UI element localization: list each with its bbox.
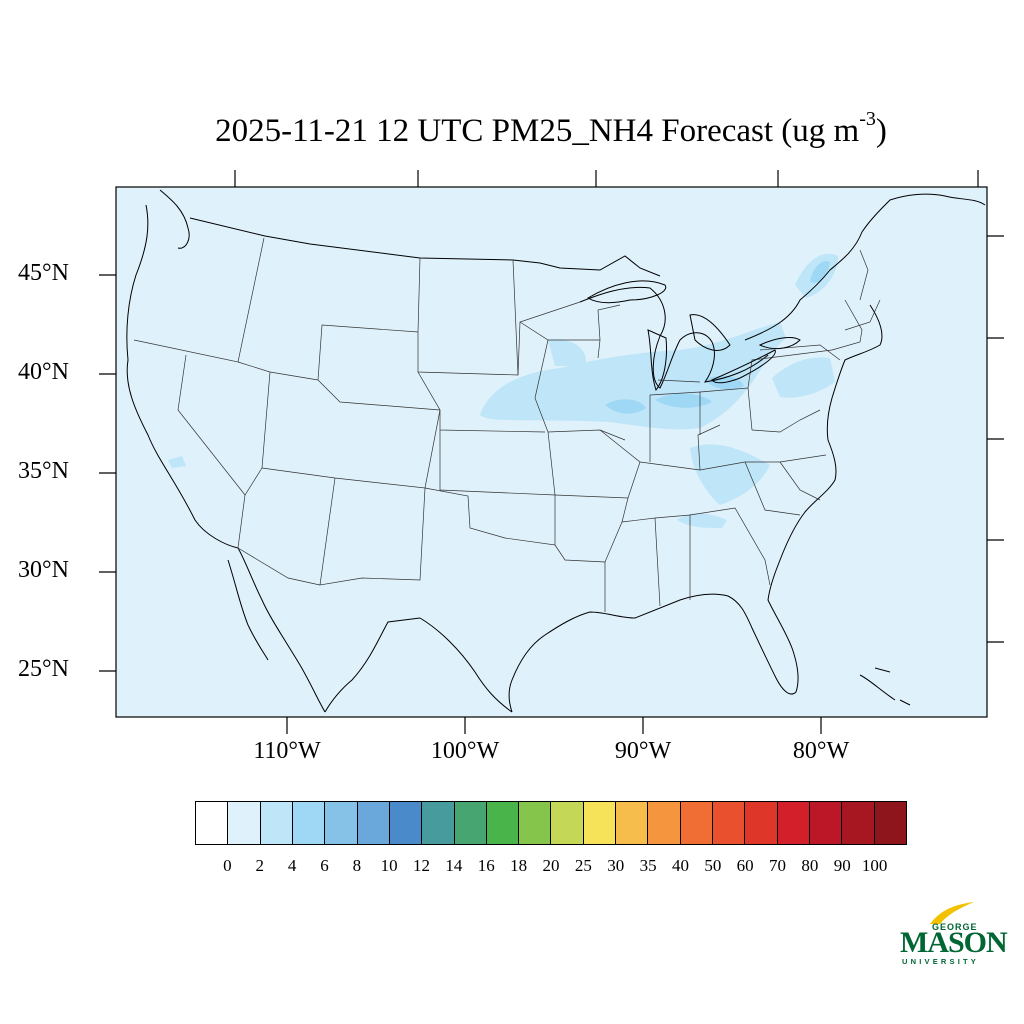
lat-label-45n: 45°N (18, 260, 69, 286)
lon-label-80w: 80°W (792, 738, 850, 764)
colorbar-label: 40 (671, 856, 689, 875)
lon-label-100w: 100°W (430, 738, 500, 764)
map-title: 2025-11-21 12 UTC PM25_NH4 Forecast (ug … (215, 108, 887, 149)
colorbar-label: 16 (477, 856, 495, 875)
colorbar-label: 50 (704, 856, 722, 875)
colorbar-swatch (422, 802, 455, 844)
colorbar-swatch (648, 802, 681, 844)
colorbar-label: 80 (801, 856, 819, 875)
colorbar-label: 30 (607, 856, 625, 875)
colorbar-label: 14 (445, 856, 463, 875)
map-frame (115, 186, 988, 718)
colorbar-swatch (260, 802, 293, 844)
great-lakes (587, 280, 801, 392)
map-background (116, 187, 987, 717)
colorbar-swatch (228, 802, 261, 844)
colorbar-swatch (745, 802, 778, 844)
colorbar-swatch (292, 802, 326, 844)
colorbar-swatch (389, 802, 423, 844)
colorbar-swatch (325, 802, 358, 844)
colorbar-label: 12 (413, 856, 431, 875)
colorbar-swatch (583, 802, 617, 844)
colorbar-label: 60 (736, 856, 754, 875)
colorbar-label: 25 (574, 856, 592, 875)
colorbar-label: 8 (352, 856, 362, 875)
logo-george-text: GEORGE (932, 922, 978, 932)
colorbar-swatch (713, 802, 746, 844)
colorbar-swatch (777, 802, 810, 844)
colorbar-swatch (357, 802, 390, 844)
lon-label-90w: 90°W (614, 738, 672, 764)
colorbar-swatch (519, 802, 552, 844)
colorbar-label: 70 (769, 856, 787, 875)
colorbar-label: 0 (223, 856, 232, 875)
coastlines (126, 189, 986, 713)
state-boundaries (133, 237, 881, 612)
colorbar-label: 10 (380, 856, 398, 875)
right-ticks (987, 235, 1004, 643)
lat-label-40n: 40°N (18, 359, 69, 385)
left-ticks (99, 274, 116, 672)
colorbar-label: 90 (833, 856, 851, 875)
top-ticks (234, 170, 979, 187)
bottom-ticks (286, 717, 822, 734)
george-mason-logo: GEORGE MASON UNIVERSITY (896, 900, 1008, 970)
colorbar-swatch (809, 802, 843, 844)
colorbar-swatch (874, 802, 906, 844)
colorbar-label: 100 (861, 856, 888, 875)
logo-university-text: UNIVERSITY (902, 957, 980, 966)
logo-mason-text: MASON (900, 926, 1008, 959)
logo-swoosh-icon (930, 902, 974, 924)
colorbar-label: 2 (255, 856, 264, 875)
colorbar-label: 6 (320, 856, 329, 875)
colorbar (195, 801, 907, 845)
colorbar-labels: 0 2 4 6 8 10 12 14 16 18 20 25 30 35 40 50 60 70 80 90 100 (195, 856, 907, 878)
colorbar-label: 35 (639, 856, 657, 875)
lat-label-25n: 25°N (18, 656, 69, 682)
colorbar-swatch (842, 802, 875, 844)
lat-label-35n: 35°N (18, 458, 69, 484)
colorbar-swatch (551, 802, 584, 844)
colorbar-swatch (454, 802, 487, 844)
colorbar-label: 18 (510, 856, 528, 875)
lon-label-110w: 110°W (253, 738, 321, 764)
colorbar-label: 20 (542, 856, 560, 875)
colorbar-swatch (680, 802, 713, 844)
colorbar-swatch (486, 802, 520, 844)
colorbar-swatch (616, 802, 649, 844)
colorbar-swatch (196, 802, 229, 844)
colorbar-label: 4 (287, 856, 297, 875)
lat-label-30n: 30°N (18, 557, 69, 583)
